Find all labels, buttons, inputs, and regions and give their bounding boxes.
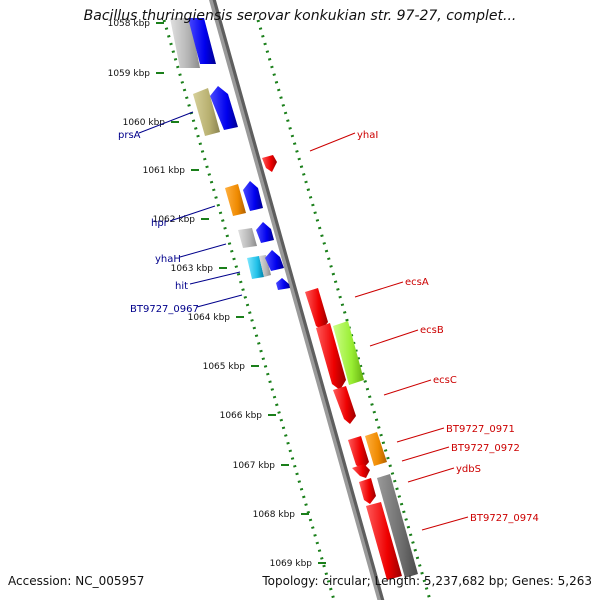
gene-label-yhai[interactable]: yhaI [357, 130, 378, 141]
tick-label: 1067 kbp [233, 461, 276, 471]
tick-label: 1063 kbp [171, 264, 214, 274]
gene-blue-2 [243, 181, 263, 211]
gene-dark-0974 [377, 474, 418, 578]
leader-line [169, 205, 216, 222]
gene-red-0971 [348, 436, 369, 470]
backbone [208, 0, 382, 600]
accession-label: Accession: NC_005957 [8, 574, 145, 588]
tick-label: 1066 kbp [220, 411, 263, 421]
gene-orange-hpr [225, 184, 246, 216]
leader-line [138, 111, 194, 134]
gene-blue-5 [276, 278, 290, 290]
gene-blue-4 [265, 250, 284, 271]
genome-summary: Topology: circular; Length: 5,237,682 bp… [262, 574, 592, 588]
gene-khaki-prsA [193, 88, 220, 136]
gene-red-ecsC [333, 386, 356, 424]
tick-label: 1059 kbp [108, 69, 151, 79]
gene-blue-1 [210, 86, 238, 130]
gene-green-ecsB [333, 321, 364, 385]
gene-label-ydbs[interactable]: ydbS [456, 464, 481, 475]
map-title: Bacillus thuringiensis serovar konkukian… [83, 8, 517, 24]
gene-label-bt9727_0974[interactable]: BT9727_0974 [470, 513, 539, 524]
gene-orange-0972 [365, 432, 387, 466]
leader-line [401, 446, 450, 462]
leader-line [189, 271, 241, 285]
gene-label-bt9727_0972[interactable]: BT9727_0972 [451, 443, 520, 454]
tick-rail-right [256, 19, 432, 600]
leader-line [407, 467, 455, 483]
gene-red-0974-a [359, 478, 376, 504]
tick-label: 1069 kbp [270, 559, 313, 569]
gene-red-0974-b [366, 502, 402, 580]
leader-line [396, 427, 445, 443]
gene-label-bt9727_0967[interactable]: BT9727_0967 [130, 304, 199, 315]
gene-cyan-hit [247, 256, 264, 279]
tick-label: 1058 kbp [108, 19, 151, 29]
leader-line [383, 379, 432, 396]
gene-label-bt9727_0971[interactable]: BT9727_0971 [446, 424, 515, 435]
gene-gray-yhaH [238, 228, 257, 248]
tick-label: 1068 kbp [253, 510, 296, 520]
gene-red-ecsA [305, 288, 328, 330]
gene-label-prsa[interactable]: prsA [118, 130, 141, 141]
gene-label-ecsc[interactable]: ecsC [433, 375, 457, 386]
gene-blue-top [188, 18, 216, 64]
gene-blue-3 [256, 222, 274, 243]
gene-red-yhaI [262, 155, 277, 172]
gene-labels: prsA hpr yhaH hit BT9727_0967 yhaI ecsA ecsB ecs… [118, 130, 539, 524]
leader-line [421, 516, 469, 531]
gene-label-ecsa[interactable]: ecsA [405, 277, 429, 288]
leader-line [196, 294, 243, 308]
leader-line [179, 243, 227, 258]
gene-label-yhah[interactable]: yhaH [155, 254, 181, 265]
leader-line [369, 329, 419, 347]
reverse-genes [262, 155, 418, 580]
label-leaders [138, 111, 469, 531]
leader-line [309, 132, 356, 152]
tick-label: 1065 kbp [203, 362, 246, 372]
gene-red-ydbS [352, 464, 370, 478]
tick-label: 1061 kbp [143, 166, 186, 176]
gene-red-ecsB [316, 323, 346, 390]
tick-label: 1064 kbp [188, 313, 231, 323]
gene-label-hpr[interactable]: hpr [151, 218, 169, 229]
gene-label-ecsb[interactable]: ecsB [420, 325, 444, 336]
gene-label-hit[interactable]: hit [175, 281, 188, 292]
forward-genes [170, 18, 290, 290]
leader-line [354, 281, 404, 298]
tick-label: 1060 kbp [123, 118, 166, 128]
backbone-shadow [209, 0, 385, 600]
gene-gray-small [259, 255, 271, 277]
